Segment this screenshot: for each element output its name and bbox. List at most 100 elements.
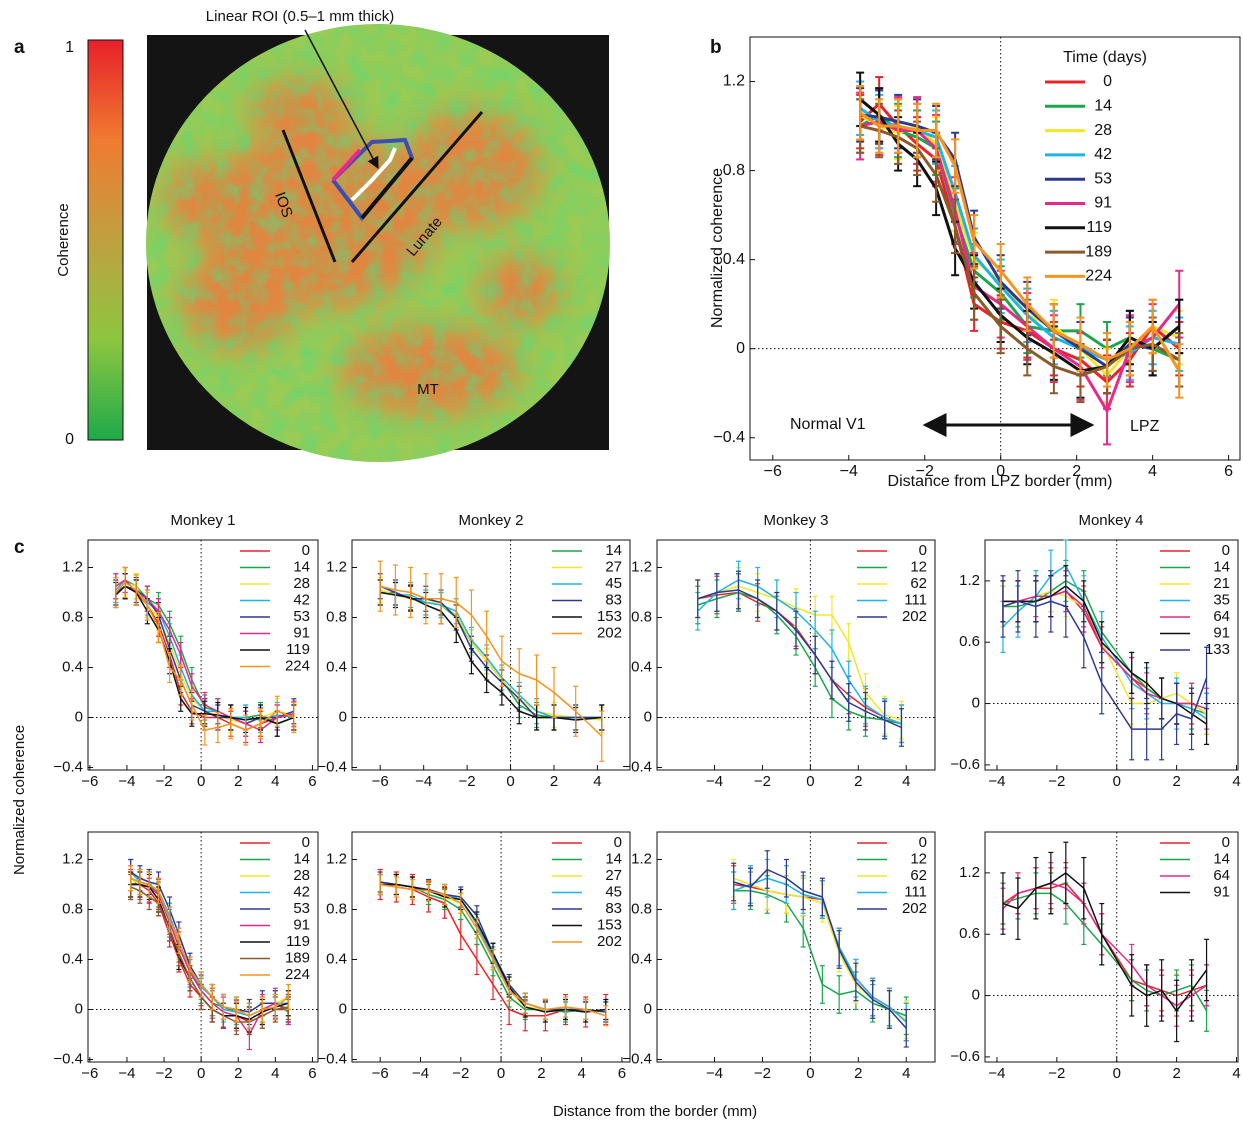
x-tick-label: 4 xyxy=(577,1065,585,1082)
legend-label: 119 xyxy=(1086,219,1112,236)
x-tick-label: 6 xyxy=(1224,463,1233,480)
page: Linear ROI (0.5–1 mm thick) IOS Lunate M… xyxy=(0,0,1243,1125)
legend-label: 0 xyxy=(1222,834,1230,851)
legend-label: 91 xyxy=(1094,195,1112,212)
y-tick-label: 0.4 xyxy=(62,950,83,967)
x-tick-label: −2 xyxy=(452,1065,469,1082)
series-line xyxy=(860,99,1179,371)
x-tick-label: 4 xyxy=(902,1065,910,1082)
y-tick-label: 0 xyxy=(75,708,83,725)
series-line xyxy=(131,885,289,1035)
legend-label: 0 xyxy=(919,542,927,559)
x-tick-label: 4 xyxy=(271,1065,279,1082)
y-tick-label: 1.2 xyxy=(631,558,652,575)
y-tick-label: −0.4 xyxy=(622,758,652,775)
x-tick-label: 4 xyxy=(1148,463,1157,480)
x-tick-label: 2 xyxy=(234,773,242,790)
legend-label: 224 xyxy=(1085,268,1112,285)
plot-frame xyxy=(750,37,1240,460)
series-line xyxy=(860,115,1179,375)
series-line xyxy=(380,590,602,720)
plot: −6−4−20246−0.400.40.81.20142842539111922… xyxy=(53,540,318,790)
legend-label: 28 xyxy=(1094,122,1112,139)
y-tick-label: −0.4 xyxy=(317,1050,347,1067)
figure: Linear ROI (0.5–1 mm thick) IOS Lunate M… xyxy=(0,0,1243,1125)
x-tick-label: −6 xyxy=(81,773,98,790)
y-tick-label: 1.2 xyxy=(631,850,652,867)
x-tick-label: 6 xyxy=(308,773,316,790)
y-tick-label: 0.8 xyxy=(62,608,83,625)
y-tick-label: 0.4 xyxy=(326,950,347,967)
x-tick-label: −6 xyxy=(372,773,389,790)
roi-label: Linear ROI (0.5–1 mm thick) xyxy=(206,8,394,25)
x-tick-label: 2 xyxy=(550,773,558,790)
annotation: LPZ xyxy=(1130,418,1160,435)
x-tick-label: 0 xyxy=(497,1065,505,1082)
x-tick-label: −2 xyxy=(1048,773,1065,790)
series-line xyxy=(698,593,902,724)
y-tick-label: 1.2 xyxy=(959,572,980,589)
x-tick-label: −2 xyxy=(754,1065,771,1082)
legend-label: 53 xyxy=(293,900,310,917)
legend-label: 202 xyxy=(597,933,622,950)
legend-label: 224 xyxy=(285,966,310,983)
y-tick-label: −0.4 xyxy=(713,429,745,446)
plot: −4−2024−0.400.40.81.201262111202 xyxy=(622,540,935,790)
legend-label: 153 xyxy=(597,916,622,933)
y-tick-label: 0 xyxy=(972,987,980,1004)
x-tick-label: 2 xyxy=(1172,773,1180,790)
legend-title: Time (days) xyxy=(1063,49,1147,66)
legend-label: 28 xyxy=(293,867,310,884)
plot: −4−2024−0.600.61.20146491 xyxy=(950,832,1240,1082)
y-tick-label: 0.8 xyxy=(631,608,652,625)
legend-label: 12 xyxy=(910,850,927,867)
x-tick-label: 4 xyxy=(1232,773,1240,790)
legend-label: 0 xyxy=(1103,73,1112,90)
legend-label: 83 xyxy=(605,591,622,608)
y-tick-label: 1.2 xyxy=(326,558,347,575)
y-tick-label: −0.6 xyxy=(950,1048,980,1065)
x-tick-label: −4 xyxy=(118,1065,135,1082)
legend-label: 35 xyxy=(1213,591,1230,608)
y-tick-label: 0 xyxy=(972,695,980,712)
legend-label: 111 xyxy=(904,591,927,608)
x-tick-label: 2 xyxy=(537,1065,545,1082)
legend-label: 45 xyxy=(605,575,622,592)
x-tick-label: −2 xyxy=(155,1065,172,1082)
legend-label: 91 xyxy=(1213,624,1230,641)
column-title: Monkey 3 xyxy=(763,512,828,529)
legend-label: 14 xyxy=(1213,558,1230,575)
coherence-map xyxy=(140,20,620,470)
legend-label: 202 xyxy=(902,900,927,917)
x-tick-label: 0 xyxy=(197,1065,205,1082)
series-line xyxy=(698,593,902,724)
y-tick-label: −0.4 xyxy=(53,758,83,775)
x-tick-label: 0 xyxy=(806,1065,814,1082)
colorbar xyxy=(88,40,123,440)
legend-label: 91 xyxy=(1213,883,1230,900)
x-tick-label: 0 xyxy=(1113,1065,1121,1082)
legend-label: 42 xyxy=(1094,146,1112,163)
x-tick-label: 2 xyxy=(234,1065,242,1082)
legend-label: 28 xyxy=(293,575,310,592)
plot: −4−2024−0.400.40.81.201262111202 xyxy=(622,832,935,1082)
x-tick-label: −6 xyxy=(764,463,782,480)
legend-label: 189 xyxy=(1085,243,1112,260)
legend-label: 27 xyxy=(605,867,622,884)
y-tick-label: −0.4 xyxy=(622,1050,652,1067)
series-line xyxy=(380,593,602,718)
plot-frame xyxy=(985,832,1238,1062)
legend-label: 91 xyxy=(293,916,310,933)
legend-label: 64 xyxy=(1213,608,1230,625)
series-line xyxy=(380,586,602,717)
colorbar-tick-label: 1 xyxy=(65,39,74,56)
legend-label: 224 xyxy=(285,657,310,674)
legend-label: 202 xyxy=(902,608,927,625)
x-tick-label: −4 xyxy=(706,773,723,790)
legend-label: 42 xyxy=(293,591,310,608)
x-tick-label: −4 xyxy=(412,1065,429,1082)
plot-frame xyxy=(88,540,318,770)
legend-label: 14 xyxy=(605,850,622,867)
x-tick-label: −2 xyxy=(754,773,771,790)
legend-label: 45 xyxy=(605,883,622,900)
